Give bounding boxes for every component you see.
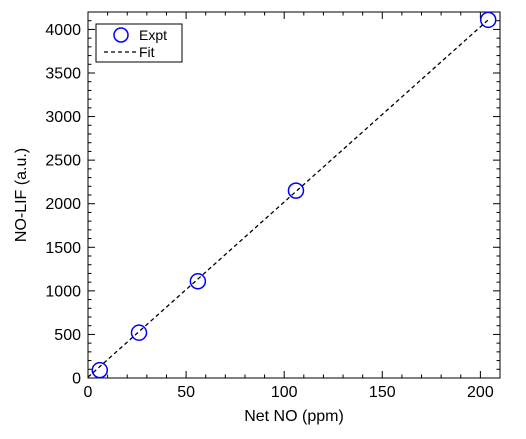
x-tick-label: 100 <box>271 384 298 401</box>
legend: Expt Fit <box>95 23 183 63</box>
fit-line <box>87 19 489 378</box>
y-tick-label: 2000 <box>45 196 81 213</box>
fit-line-layer <box>87 19 489 378</box>
y-tick-label: 1000 <box>45 283 81 300</box>
data-point <box>189 273 207 290</box>
x-tick-label: 50 <box>177 384 195 401</box>
legend-label-fit: Fit <box>139 44 155 60</box>
x-tick-label: 200 <box>467 384 494 401</box>
plot-area: 0 50 100 150 200 0 500 1000 1500 2000 2500 3000 350… <box>45 11 501 401</box>
y-tick-label: 3500 <box>45 66 81 83</box>
y-tick-label: 1500 <box>45 240 81 257</box>
y-tick-label: 4000 <box>45 22 81 39</box>
legend-marker-expt <box>113 27 129 43</box>
data-point <box>91 361 109 379</box>
x-tick-label: 150 <box>369 384 396 401</box>
data-point <box>287 182 305 199</box>
x-tick-label: 0 <box>84 384 93 401</box>
y-minor-ticks <box>88 11 500 370</box>
legend-label-expt: Expt <box>139 27 167 43</box>
x-axis-ticks: 0 50 100 150 200 <box>84 12 494 401</box>
plot-frame <box>87 11 501 379</box>
data-point <box>479 11 497 29</box>
y-axis-label: NO-LIF (a.u.) <box>13 148 30 242</box>
data-point <box>130 324 148 341</box>
legend-box <box>95 23 183 63</box>
y-tick-label: 2500 <box>45 153 81 170</box>
y-axis-ticks: 0 500 1000 1500 2000 2500 3000 3500 4000 <box>45 22 500 388</box>
y-tick-label: 0 <box>72 371 81 388</box>
x-axis-label: Net NO (ppm) <box>244 408 344 425</box>
data-points-layer <box>91 11 497 379</box>
x-minor-ticks <box>107 12 501 378</box>
y-tick-label: 3000 <box>45 109 81 126</box>
y-tick-label: 500 <box>54 327 81 344</box>
